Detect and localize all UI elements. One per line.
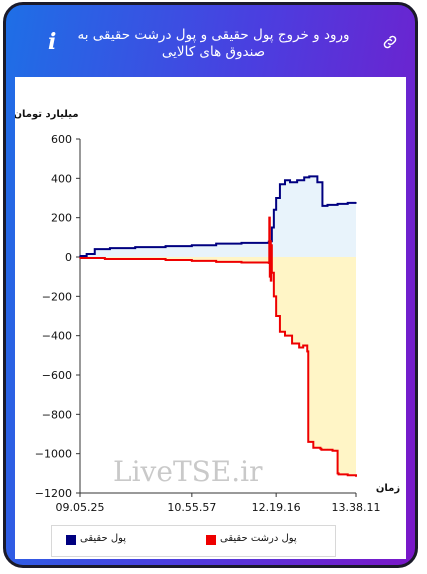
series-1-point [320,448,323,451]
series-0-point [326,204,329,206]
y-tick-label: 0 [65,251,72,264]
y-tick-label: −1200 [35,487,72,500]
legend-label-real-money: پول حقیقی [80,533,127,544]
y-axis-label: میلیارد تومان [15,109,79,120]
series-0-point [271,226,273,229]
series-1-point [273,295,275,298]
series-1-point [267,262,270,264]
chart-title: ورود و خروج پول حقیقی و پول درشت حقیقی ب… [77,27,350,60]
y-tick-label: −200 [42,290,72,303]
y-tick-label: −800 [42,408,72,421]
chart-plot: 600 400 200 0 −200 −400 −600 −800 −1000 −120009.0… [15,109,400,514]
x-axis-label: زمان [376,483,400,494]
series-0-point [289,181,291,184]
series-1-point [346,474,349,477]
x-tick-label: 09.05.25 [56,501,105,514]
watermark: LiveTSE.ir [113,455,263,488]
series-1-point [355,475,357,478]
series-1-point [307,441,310,443]
series-1-point [240,261,243,264]
series-0-point [275,197,277,199]
series-1-point [191,260,193,262]
series-0-point [79,255,81,257]
y-tick-label: 200 [51,212,72,225]
series-0-point [336,203,339,205]
series-0-point [191,244,193,246]
legend-swatch-big-real-money [206,535,216,545]
y-tick-label: 400 [51,172,72,185]
series-1-point [331,449,334,452]
series-1-point [298,346,300,349]
series-0-point [279,183,281,186]
series-area-0 [80,176,356,257]
series-1-point [337,473,340,476]
series-0-point [321,205,324,207]
legend-swatch-real-money [66,535,76,545]
link-icon[interactable] [381,33,399,51]
series-0-point [303,176,306,179]
chart-card: i ورود و خروج پول حقیقی و پول درشت حقیقی… [3,2,418,568]
series-0-point [164,245,167,247]
series-0-point [240,242,243,244]
series-0-point [85,253,88,255]
series-1-point [164,259,167,261]
series-area-1 [80,217,356,477]
series-0-point [355,202,357,204]
x-tick-label: 12.19.16 [252,501,301,514]
y-tick-label: −1000 [35,448,72,461]
series-0-point [308,175,311,178]
series-0-point [109,247,111,249]
series-1-point [271,271,273,274]
series-1-point [284,334,286,337]
y-tick-label: 600 [51,133,72,146]
series-1-point [326,448,329,451]
series-line-0 [80,175,356,258]
series-0-point [316,181,319,184]
x-tick-label: 13.38.11 [332,501,381,514]
series-1-point [306,350,309,353]
chart-legend: پول حقیقی پول درشت حقیقی [51,525,336,557]
card-header: i ورود و خروج پول حقیقی و پول درشت حقیقی… [6,5,415,77]
series-1-point [319,447,322,450]
series-0-point [215,242,217,245]
series-1-point [215,261,217,263]
info-icon[interactable]: i [48,29,57,55]
series-1-point [79,257,81,259]
series-1-point [269,240,272,243]
series-0-point [273,209,275,211]
y-tick-label: −400 [42,330,72,343]
series-0-point [296,179,298,182]
series-1-point [279,330,281,333]
series-1-point [270,279,272,282]
series-0-point [134,246,137,248]
x-tick-label: 10.55.57 [167,501,216,514]
series-1-point [268,216,271,219]
series-0-point [346,202,349,204]
chart-panel: 600 400 200 0 −200 −400 −600 −800 −1000 −1200 09.0… [15,77,406,559]
series-0-point [93,248,96,250]
series-1-point [269,275,271,278]
series-1-point [104,258,106,260]
series-1-point [275,315,277,317]
legend-label-big-real-money: پول درشت حقیقی [220,533,297,544]
series-1-point [270,244,273,246]
series-1-point [134,258,137,260]
series-1-point [302,344,304,347]
y-tick-label: −600 [42,369,72,382]
series-1-point [312,446,315,449]
series-1-point [291,342,293,345]
series-0-point [284,179,286,182]
series-1-point [336,472,339,475]
